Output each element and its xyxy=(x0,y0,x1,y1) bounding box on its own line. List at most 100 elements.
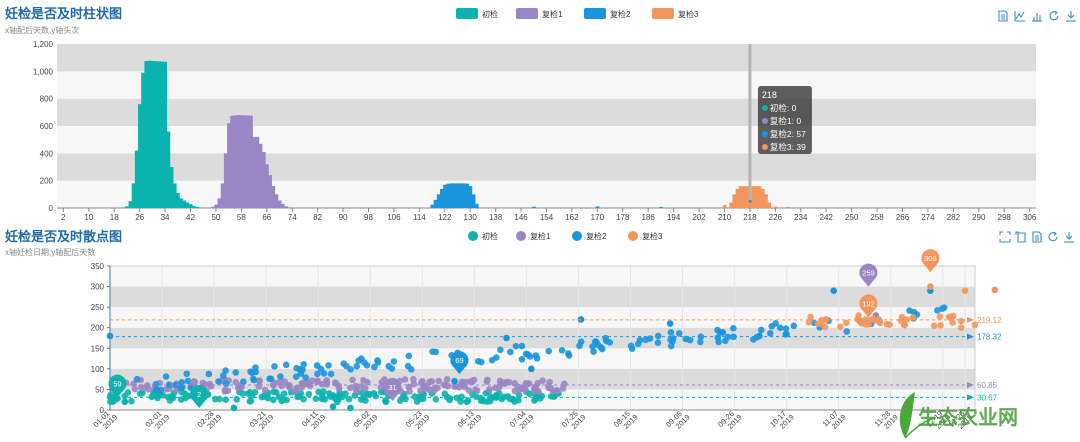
legend-swatch[interactable] xyxy=(516,8,538,19)
legend-swatch[interactable] xyxy=(584,8,606,19)
marker-pin xyxy=(859,263,878,282)
legend-swatch[interactable] xyxy=(652,8,674,19)
scatter-point-2 xyxy=(335,382,342,390)
zoom-icon[interactable] xyxy=(999,231,1011,243)
average-line-label: 219.12 xyxy=(977,316,1002,325)
scatter-point-4 xyxy=(837,323,844,331)
bar-2-52 xyxy=(220,183,225,208)
bar-1-35 xyxy=(166,131,171,208)
scatter-point-3 xyxy=(297,370,305,377)
restore-icon[interactable] xyxy=(1049,10,1059,21)
zoom-reset-icon[interactable] xyxy=(1015,231,1026,243)
bar-chart-toolbox[interactable] xyxy=(998,10,1076,22)
scatter-point-2 xyxy=(484,376,491,384)
scatter-y-tick-label: 300 xyxy=(91,283,105,292)
scatter-point-2 xyxy=(417,387,424,395)
download-icon[interactable] xyxy=(1066,11,1076,22)
data-view-icon[interactable] xyxy=(1032,231,1042,243)
scatter-point-1 xyxy=(270,388,277,396)
marker-pin xyxy=(859,294,878,313)
scatter-y-tick-label: 50 xyxy=(95,385,104,394)
scatter-chart-toolbox[interactable] xyxy=(999,231,1074,243)
scatter-point-1 xyxy=(402,395,409,403)
bar-chart-grid-band xyxy=(57,71,1036,99)
bar-2-68 xyxy=(271,186,276,208)
scatter-point-1 xyxy=(109,398,117,405)
scatter-point-1 xyxy=(114,395,121,402)
marker-pin xyxy=(108,374,127,393)
legend-label[interactable]: 初检 xyxy=(482,9,498,19)
bar-chart-y-tick-label: 1,000 xyxy=(33,67,54,76)
scatter-point-3 xyxy=(669,338,676,345)
scatter-point-3 xyxy=(451,377,458,385)
scatter-point-2 xyxy=(285,382,293,389)
bar-chart-x-tick-label: 242 xyxy=(820,213,834,222)
download-icon[interactable] xyxy=(1064,232,1074,243)
legend-swatch[interactable] xyxy=(572,231,582,241)
legend-label[interactable]: 复检3 xyxy=(678,9,699,19)
restore-icon-part xyxy=(1049,11,1059,21)
data-view-icon-part xyxy=(1035,235,1039,241)
bar-3-132 xyxy=(474,203,479,208)
tooltip-dot xyxy=(761,118,768,124)
bar-chart-bars xyxy=(118,44,791,209)
scatter-point-3 xyxy=(843,328,851,335)
scatter-point-4 xyxy=(886,321,893,328)
marker-pin xyxy=(383,377,402,396)
scatter-point-3 xyxy=(503,334,510,342)
bar-chart-x-tick-label: 202 xyxy=(692,213,706,222)
legend-label[interactable]: 复检2 xyxy=(586,231,607,241)
zoom-icon-part xyxy=(999,239,1011,243)
legend-label[interactable]: 复检2 xyxy=(610,9,631,19)
scatter-chart-markers: 59 2 31 69 259 192 308 xyxy=(108,249,940,408)
bar-chart-legend[interactable]: 初检 复检1 复检2 复检3 xyxy=(456,8,699,19)
bar-chart-x-tick-label: 170 xyxy=(591,213,605,222)
scatter-point-1 xyxy=(128,397,135,405)
bar-3-230 xyxy=(786,207,791,208)
bar-icon[interactable] xyxy=(1032,13,1042,22)
restore-icon[interactable] xyxy=(1048,231,1058,242)
legend-label[interactable]: 复检1 xyxy=(542,9,563,19)
bar-chart-grid-band xyxy=(57,126,1036,154)
bar-3-122 xyxy=(443,184,447,208)
scatter-point-1 xyxy=(121,398,129,406)
bar-chart-axes: 2 10 18 26 34 42 50 58 66 74 82 90 98 106 114 122 130 138… xyxy=(33,40,1037,222)
data-view-icon[interactable] xyxy=(998,10,1008,22)
scatter-point-3 xyxy=(783,330,790,338)
line-icon[interactable] xyxy=(1014,11,1025,22)
watermark-text: 生态农业网 xyxy=(918,405,1018,429)
bar-chart: 妊检是否及时柱状图 x轴配后天数,y轴头次 2 10 18 26 34 42 50 58 66 7… xyxy=(5,6,1076,222)
legend-swatch[interactable] xyxy=(468,231,478,241)
scatter-point-3 xyxy=(766,329,774,337)
scatter-chart-legend[interactable]: 初检 复检1 复检2 复检3 xyxy=(468,231,663,241)
legend-label[interactable]: 复检1 xyxy=(530,231,551,241)
scatter-point-3 xyxy=(222,380,230,388)
scatter-point-1 xyxy=(124,389,132,396)
legend-label[interactable]: 复检3 xyxy=(642,231,663,241)
scatter-point-3 xyxy=(184,377,192,385)
bar-chart-x-tick-label: 298 xyxy=(998,213,1012,222)
scatter-grid-band xyxy=(110,266,975,287)
scatter-point-2 xyxy=(360,377,367,384)
bar-2-60 xyxy=(246,115,250,208)
legend-swatch[interactable] xyxy=(456,8,478,19)
scatter-point-2 xyxy=(131,385,139,393)
scatter-chart-points xyxy=(106,283,999,412)
legend-swatch[interactable] xyxy=(516,231,526,241)
scatter-point-3 xyxy=(654,339,662,346)
scatter-point-1 xyxy=(177,396,185,403)
legend-swatch[interactable] xyxy=(628,231,638,241)
scatter-point-3 xyxy=(512,342,520,350)
scatter-point-3 xyxy=(474,357,482,365)
bar-1-39 xyxy=(179,198,183,208)
scatter-point-3 xyxy=(507,348,514,356)
legend-label[interactable]: 初检 xyxy=(482,231,498,241)
scatter-point-4 xyxy=(805,319,813,326)
scatter-point-3 xyxy=(183,370,191,378)
scatter-point-2 xyxy=(361,385,369,392)
scatter-point-3 xyxy=(721,337,729,345)
